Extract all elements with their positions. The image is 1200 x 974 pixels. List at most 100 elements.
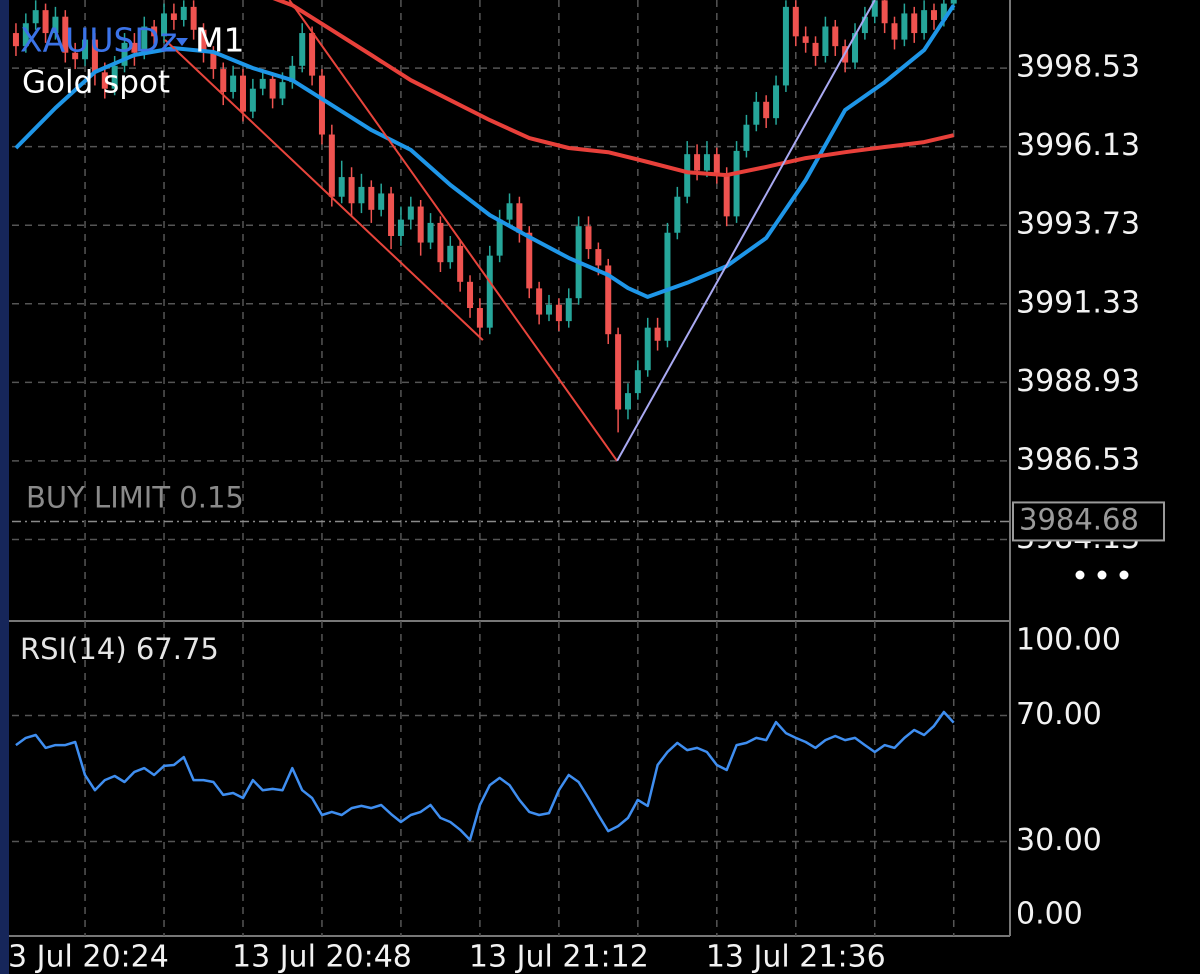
candle-body [91,39,98,73]
candle-body [170,13,177,20]
y-tick-label: 3998.53 [1016,50,1140,85]
candle-body [526,232,533,289]
y-tick-label: 3996.13 [1016,128,1140,163]
candle-body [417,206,424,243]
candle-body [940,3,947,20]
candle-body [190,6,197,30]
y-tick-label: 3988.93 [1016,364,1140,399]
candle-body [713,154,720,174]
candle-body [516,203,523,233]
order-price-box [1012,501,1165,542]
candle-body [624,393,631,410]
candle-body [802,36,809,43]
candle-body [111,65,118,89]
candle-body [101,72,108,89]
symbol[interactable]: XAUUSDz [20,21,177,60]
candle-body [249,88,256,112]
order-label: BUY LIMIT 0.15 [26,480,244,514]
candle-body [230,75,237,92]
menu-dot[interactable] [1119,570,1129,580]
candle-body [782,6,789,86]
rsi-current: 67.75 [136,632,219,666]
candle-body [753,101,760,125]
candle-body [605,265,612,335]
candle-body [703,154,710,171]
candle-body [72,52,79,60]
x-tick-label: 13 Jul 21:12 [469,940,649,974]
y-tick-label: 3991.33 [1016,285,1140,320]
candle-body [328,134,335,197]
trend-line [616,0,876,462]
candle-body [457,245,464,282]
candle-body [32,10,39,24]
candle-body [763,101,770,119]
y-tick-label: 0.00 [1016,897,1083,932]
candle-body [684,154,691,197]
y-tick-label: 3993.73 [1016,207,1140,242]
candle-body [881,0,888,24]
candle-body [407,206,414,220]
candle-body [467,281,474,309]
candle-body [585,226,592,250]
menu-dot[interactable] [1097,570,1107,580]
candle-body [62,16,69,53]
trend-line [164,39,484,341]
rsi-line [15,710,955,842]
left-edge [0,0,9,974]
candle-body [348,177,355,204]
candle-body [200,29,207,53]
candle-body [536,288,543,315]
candle-body [289,65,296,83]
menu-dot[interactable] [1075,570,1085,580]
candle-body [427,222,434,243]
candle-body [42,10,49,34]
y-tick-label: 70.00 [1016,697,1102,732]
candle-body [595,249,602,266]
candle-body [279,82,286,99]
more-menu[interactable] [1075,570,1129,580]
candle-body [723,173,730,217]
candle-body [239,75,246,112]
candle-body [743,124,750,151]
candle-body [891,23,898,40]
candle-body [546,304,553,315]
candle-body [12,33,19,47]
candle-body [733,150,740,217]
timeframe[interactable]: M1 [195,21,244,60]
rsi-name: RSI(14) [20,632,127,666]
candle-body [852,33,859,63]
candle-body [634,370,641,394]
candle-body [773,85,780,119]
candle-body [180,6,187,20]
candle-body [22,23,29,47]
plot-layer: 3998.53 3996.13 3993.73 3991.33 3988.93 3986.… [8,0,1165,974]
candle-body [486,255,493,328]
candle-body [121,42,128,66]
symbol-description: Gold spot [22,65,170,101]
candle-body [615,334,622,410]
candle-body [911,13,918,34]
candle-body [299,33,306,66]
candle-body [368,186,375,210]
candle-body [565,298,572,322]
candle-body [476,308,483,328]
candle-body [901,13,908,40]
symbol-dropdown[interactable] [176,38,188,46]
candle-body [131,42,138,53]
candle-body [950,0,957,4]
candle-body [388,193,395,237]
y-tick-label: 30.00 [1016,823,1102,858]
moving-average [272,0,955,178]
candle-body [437,222,444,263]
candle-body [52,16,59,34]
x-tick-label: 13 Jul 21:36 [706,940,886,974]
x-tick-label: 13 Jul 20:48 [232,940,412,974]
candle-body [220,69,227,92]
candle-body [930,10,937,20]
candle-body [822,26,829,56]
candle-body [318,75,325,135]
candle-body [832,26,839,47]
